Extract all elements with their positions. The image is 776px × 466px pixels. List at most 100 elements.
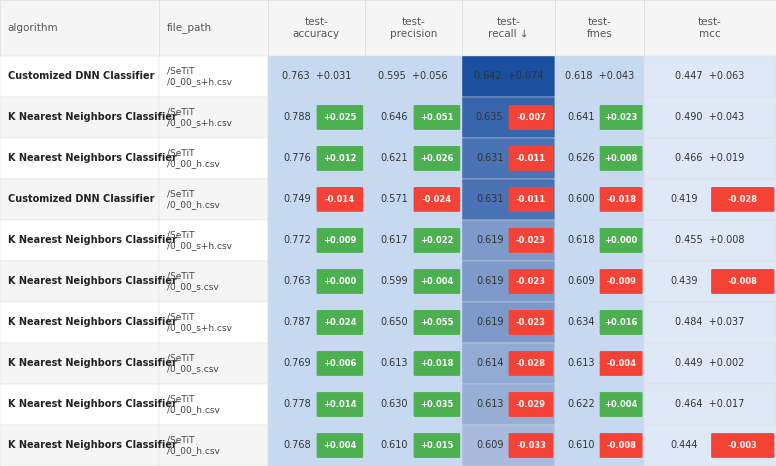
FancyBboxPatch shape — [414, 105, 460, 130]
Bar — [268, 138, 365, 179]
Bar — [0, 343, 159, 384]
Bar — [159, 261, 268, 302]
Bar — [462, 384, 555, 425]
Bar — [555, 179, 644, 220]
FancyBboxPatch shape — [600, 310, 643, 335]
Text: 0.621: 0.621 — [380, 153, 407, 164]
Bar — [462, 220, 555, 261]
FancyBboxPatch shape — [600, 187, 643, 212]
Text: -0.018: -0.018 — [606, 195, 636, 204]
FancyBboxPatch shape — [600, 351, 643, 376]
FancyBboxPatch shape — [414, 433, 460, 458]
FancyBboxPatch shape — [508, 433, 553, 458]
Text: -0.011: -0.011 — [516, 154, 546, 163]
FancyBboxPatch shape — [508, 228, 553, 253]
Text: test-
fmes: test- fmes — [587, 17, 612, 39]
Text: 0.787: 0.787 — [283, 317, 310, 328]
Text: -0.023: -0.023 — [516, 236, 546, 245]
Text: 0.455  +0.008: 0.455 +0.008 — [675, 235, 745, 246]
Text: +0.022: +0.022 — [420, 236, 454, 245]
Text: 0.609: 0.609 — [568, 276, 595, 287]
Bar — [159, 0, 268, 56]
Text: 0.641: 0.641 — [568, 112, 595, 123]
Bar — [0, 302, 159, 343]
FancyBboxPatch shape — [414, 228, 460, 253]
Bar — [0, 261, 159, 302]
Text: K Nearest Neighbors Classifier: K Nearest Neighbors Classifier — [8, 440, 177, 451]
Text: test-
recall ↓: test- recall ↓ — [488, 17, 528, 39]
Text: 0.490  +0.043: 0.490 +0.043 — [675, 112, 745, 123]
Bar — [0, 220, 159, 261]
Text: 0.763: 0.763 — [283, 276, 310, 287]
Bar — [644, 179, 776, 220]
Text: file_path: file_path — [167, 22, 212, 34]
Bar — [555, 97, 644, 138]
FancyBboxPatch shape — [600, 105, 643, 130]
Text: 0.444: 0.444 — [670, 440, 698, 451]
FancyBboxPatch shape — [414, 146, 460, 171]
Bar — [555, 425, 644, 466]
Bar — [462, 56, 555, 97]
Text: -0.033: -0.033 — [516, 441, 546, 450]
Bar — [644, 138, 776, 179]
Text: /SeTiT
/0_00_h.csv: /SeTiT /0_00_h.csv — [167, 148, 220, 169]
Text: 0.464  +0.017: 0.464 +0.017 — [675, 399, 745, 410]
Bar — [268, 56, 365, 97]
Text: K Nearest Neighbors Classifier: K Nearest Neighbors Classifier — [8, 358, 177, 369]
Bar — [644, 343, 776, 384]
Text: -0.028: -0.028 — [516, 359, 546, 368]
FancyBboxPatch shape — [414, 269, 460, 294]
Bar — [644, 425, 776, 466]
FancyBboxPatch shape — [711, 269, 774, 294]
Text: 0.599: 0.599 — [380, 276, 407, 287]
Text: 0.622: 0.622 — [568, 399, 595, 410]
Bar — [555, 56, 644, 97]
Text: 0.650: 0.650 — [380, 317, 407, 328]
Text: -0.008: -0.008 — [728, 277, 757, 286]
FancyBboxPatch shape — [317, 310, 363, 335]
FancyBboxPatch shape — [711, 433, 774, 458]
Bar — [159, 179, 268, 220]
Bar — [644, 384, 776, 425]
Text: 0.609: 0.609 — [476, 440, 504, 451]
Text: +0.035: +0.035 — [420, 400, 454, 409]
Bar — [159, 138, 268, 179]
Bar — [268, 302, 365, 343]
Bar — [0, 56, 159, 97]
Text: -0.004: -0.004 — [606, 359, 636, 368]
Text: -0.024: -0.024 — [422, 195, 452, 204]
Text: Customized DNN Classifier: Customized DNN Classifier — [8, 194, 154, 205]
FancyBboxPatch shape — [317, 105, 363, 130]
FancyBboxPatch shape — [600, 433, 643, 458]
Text: 0.614: 0.614 — [476, 358, 504, 369]
Text: 0.626: 0.626 — [568, 153, 595, 164]
Text: +0.006: +0.006 — [323, 359, 357, 368]
Bar — [644, 0, 776, 56]
Bar — [555, 220, 644, 261]
Text: test-
accuracy: test- accuracy — [293, 17, 340, 39]
Text: /SeTiT
/0_00_s+h.csv: /SeTiT /0_00_s+h.csv — [167, 107, 232, 128]
Text: K Nearest Neighbors Classifier: K Nearest Neighbors Classifier — [8, 317, 177, 328]
Text: 0.447  +0.063: 0.447 +0.063 — [675, 71, 745, 82]
Text: 0.772: 0.772 — [283, 235, 310, 246]
FancyBboxPatch shape — [508, 146, 553, 171]
Text: 0.788: 0.788 — [283, 112, 310, 123]
FancyBboxPatch shape — [508, 351, 553, 376]
Bar — [555, 302, 644, 343]
Text: +0.000: +0.000 — [324, 277, 356, 286]
Bar — [268, 425, 365, 466]
Text: 0.449  +0.002: 0.449 +0.002 — [675, 358, 745, 369]
Text: -0.014: -0.014 — [325, 195, 355, 204]
Bar — [268, 261, 365, 302]
FancyBboxPatch shape — [600, 146, 643, 171]
FancyBboxPatch shape — [317, 269, 363, 294]
Bar — [365, 384, 462, 425]
Text: /SeTiT
/0_00_s+h.csv: /SeTiT /0_00_s+h.csv — [167, 230, 232, 251]
Text: 0.617: 0.617 — [380, 235, 407, 246]
Bar — [365, 261, 462, 302]
Bar — [159, 97, 268, 138]
Bar — [159, 302, 268, 343]
Text: 0.630: 0.630 — [380, 399, 407, 410]
Bar — [555, 384, 644, 425]
Bar — [555, 343, 644, 384]
